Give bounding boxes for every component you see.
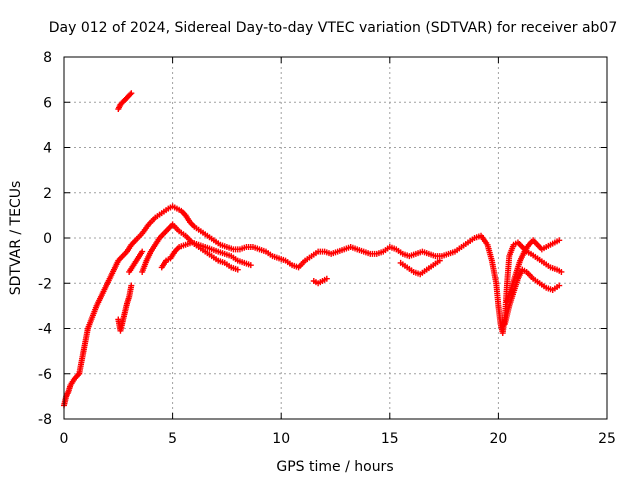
axis-ticks: 0 5 10 15 20 25 -8 -6 -4 -2 0 2 4 6 8 — [38, 50, 616, 447]
y-tick-label: 4 — [43, 141, 52, 157]
y-tick-label: 6 — [43, 95, 52, 111]
y-tick-label: -4 — [38, 322, 52, 338]
data-point — [128, 90, 135, 97]
x-tick-label: 20 — [489, 431, 507, 447]
y-tick-label: 8 — [43, 50, 52, 66]
data-point — [556, 282, 563, 289]
series-track-6 — [126, 248, 146, 275]
data-point — [128, 282, 135, 289]
x-tick-label: 0 — [60, 431, 69, 447]
y-tick-label: -8 — [38, 412, 52, 428]
data-point — [234, 266, 241, 273]
data-point — [247, 262, 254, 269]
series-track-2 — [115, 90, 135, 113]
data-point — [556, 237, 563, 244]
series-track-4 — [139, 221, 241, 275]
series-track-7 — [310, 275, 330, 287]
data-point — [558, 268, 565, 275]
y-tick-label: 2 — [43, 186, 52, 202]
y-tick-label: -2 — [38, 276, 52, 292]
x-tick-label: 25 — [598, 431, 616, 447]
data-point — [323, 275, 330, 282]
y-tick-label: -6 — [38, 367, 52, 383]
x-tick-label: 15 — [381, 431, 399, 447]
series-track-3 — [115, 282, 135, 334]
y-axis-label: SDTVAR / TECUs — [8, 181, 24, 296]
x-axis-label: GPS time / hours — [276, 459, 393, 475]
chart-title: Day 012 of 2024, Sidereal Day-to-day VTE… — [49, 20, 618, 36]
data-points — [61, 90, 565, 409]
series-track-10 — [501, 266, 563, 327]
data-point — [139, 248, 146, 255]
series-track-1 — [61, 203, 565, 409]
series-track-5 — [158, 239, 254, 271]
x-tick-label: 10 — [272, 431, 290, 447]
y-tick-label: 0 — [43, 231, 52, 247]
data-point — [127, 91, 134, 98]
data-point — [436, 257, 443, 264]
x-tick-label: 5 — [168, 431, 177, 447]
series-track-8 — [397, 257, 443, 278]
grid-lines — [64, 57, 607, 419]
plot-frame — [63, 56, 608, 420]
